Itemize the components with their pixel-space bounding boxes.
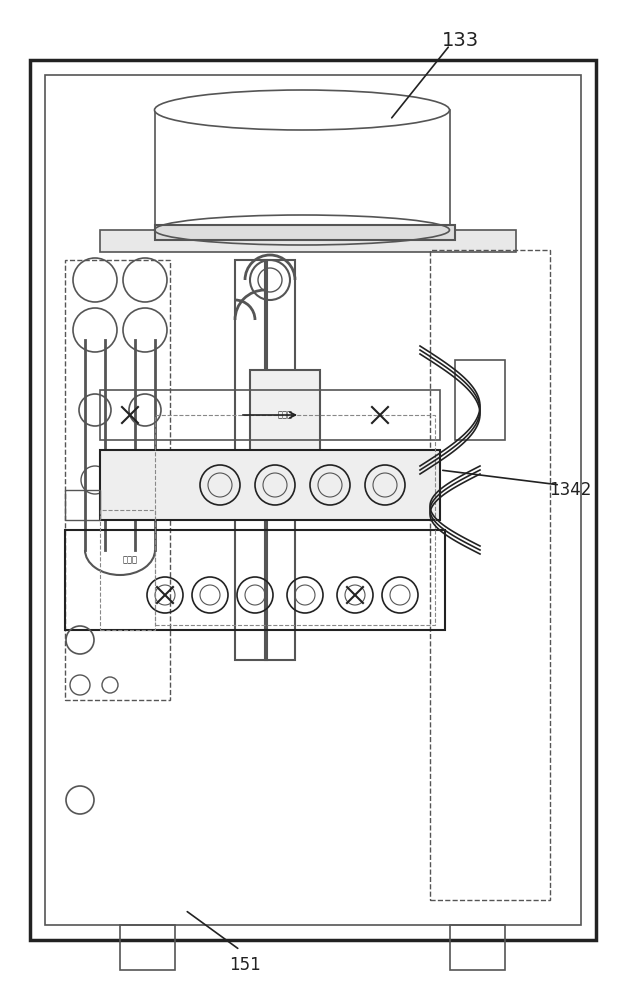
Bar bbox=[250, 370, 320, 460]
Bar bbox=[265, 260, 295, 660]
Bar bbox=[65, 260, 170, 700]
Bar bbox=[430, 250, 550, 900]
Bar bbox=[100, 230, 516, 252]
Bar bbox=[235, 260, 267, 660]
Text: 1342: 1342 bbox=[549, 481, 591, 499]
Bar bbox=[450, 925, 505, 970]
Text: 151: 151 bbox=[229, 956, 261, 974]
Bar bbox=[65, 490, 100, 520]
Ellipse shape bbox=[155, 90, 449, 130]
Bar bbox=[285, 95, 320, 110]
Bar bbox=[120, 925, 175, 970]
Bar bbox=[30, 60, 596, 940]
Bar bbox=[155, 110, 450, 230]
Bar bbox=[155, 225, 455, 240]
Bar bbox=[100, 390, 440, 440]
Text: 133: 133 bbox=[441, 30, 478, 49]
Bar bbox=[455, 360, 505, 440]
Bar bbox=[65, 530, 445, 630]
Text: 电磁阀: 电磁阀 bbox=[277, 410, 292, 420]
Text: 电磁阀: 电磁阀 bbox=[123, 556, 138, 564]
Bar bbox=[100, 450, 440, 520]
Bar bbox=[155, 415, 435, 625]
Bar bbox=[45, 75, 581, 925]
Bar bbox=[100, 510, 155, 630]
